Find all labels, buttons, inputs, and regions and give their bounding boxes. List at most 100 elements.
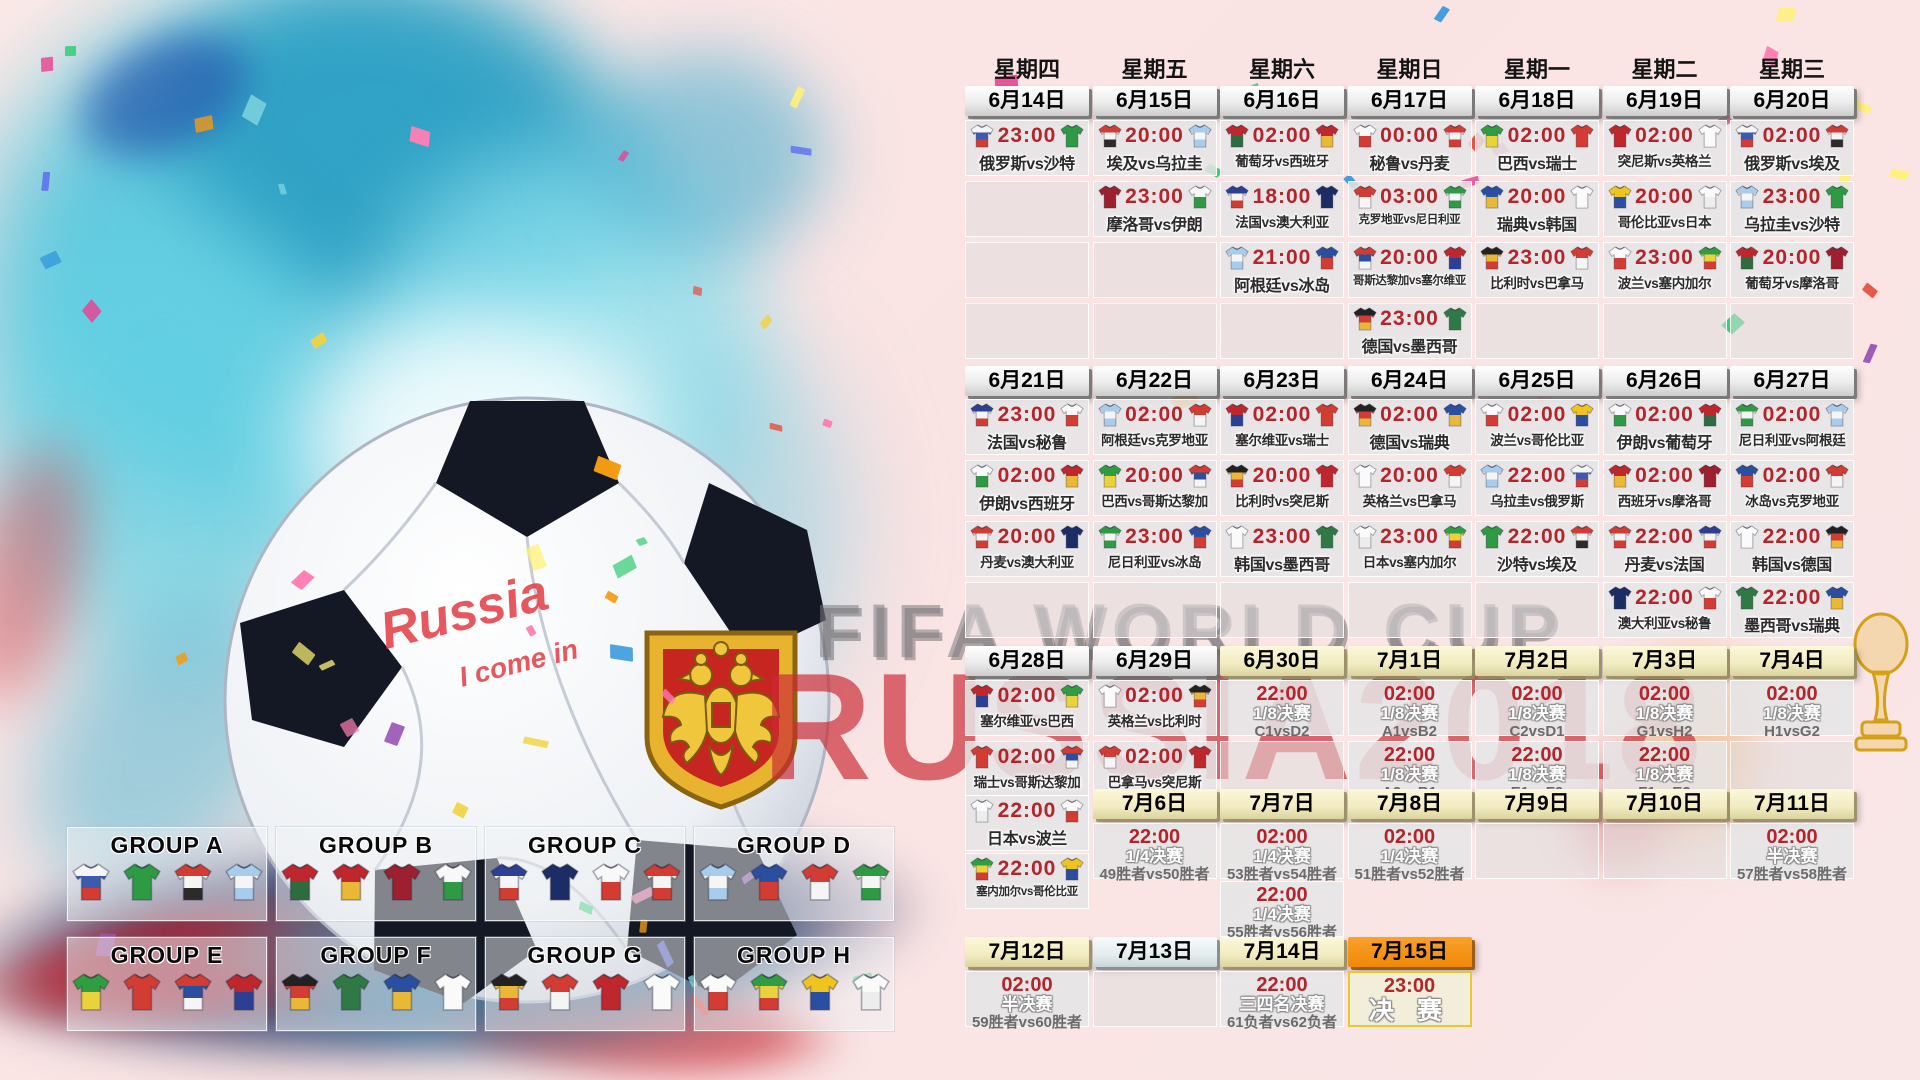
match-cell: 02:00 突尼斯vs英格兰: [1602, 120, 1727, 176]
team-jersey-icon: [1442, 246, 1467, 270]
match-time: 02:00: [1511, 683, 1563, 705]
team-jersey-icon: [970, 799, 994, 823]
knockout-cell: 22:00 1/4决赛 55胜者vs56胜者: [1220, 881, 1344, 940]
match-header: 20:00: [1731, 243, 1853, 271]
knockout-cell: 02:00 1/8决赛 A1vsB2: [1347, 680, 1472, 739]
team-jersey-icon: [1315, 185, 1339, 209]
empty-cell: [1092, 242, 1217, 298]
round-label: 1/8决赛: [1380, 704, 1439, 723]
paint-blob: [560, 30, 850, 280]
match-header: 02:00: [1604, 121, 1726, 149]
group-box: GROUP B: [276, 827, 476, 921]
match-time: 22:00: [1128, 826, 1181, 848]
team-jersey-icon: [1735, 246, 1759, 270]
team-jersey-icon: [1480, 185, 1504, 209]
match-cell: 02:00 巴拿马vs突尼斯: [1092, 741, 1217, 797]
group-title: GROUP G: [527, 942, 643, 968]
weekday-label: 星期六: [1248, 57, 1315, 82]
team-jersey-icon: [1570, 464, 1594, 488]
knockout-cell: 22:00 三四名决赛 61负者vs62负者: [1220, 971, 1344, 1030]
round-label: 1/8决赛: [1635, 704, 1694, 723]
match-time: 23:00: [1762, 185, 1822, 208]
match-header: 02:00: [966, 742, 1088, 770]
match-cell: 00:00 秘鲁vs丹麦: [1347, 120, 1472, 176]
team-jersey-icon: [1097, 464, 1122, 488]
team-jersey-icon: [1060, 857, 1084, 881]
date-tile: 7月10日: [1602, 789, 1727, 819]
match-time: 02:00: [1635, 403, 1694, 426]
empty-cell: [1475, 582, 1599, 638]
match-time: 23:00: [1380, 525, 1439, 548]
empty-cell: [1475, 303, 1599, 359]
match-time: 02:00: [1125, 403, 1184, 426]
team-jersey-icon: [1442, 403, 1467, 427]
team-jersey-icon: [1187, 403, 1212, 427]
match-teams: 塞尔维亚vs巴西: [980, 714, 1074, 729]
group-jerseys: [277, 861, 475, 903]
empty-cell: [965, 582, 1089, 638]
team-jersey-icon: [1607, 246, 1632, 270]
knockout-pairing: 49胜者vs50胜者: [1099, 865, 1210, 883]
team-jersey-icon: [1315, 124, 1339, 148]
match-teams: 塞尔维亚vs瑞士: [1235, 433, 1329, 448]
team-jersey-icon: [1060, 684, 1084, 708]
match-cell: 02:00 波兰vs哥伦比亚: [1475, 399, 1599, 455]
match-cell: 02:00 瑞士vs哥斯达黎加: [965, 741, 1089, 797]
team-jersey-icon: [1187, 185, 1212, 209]
match-header: 02:00: [1094, 400, 1216, 428]
match-teams: 法国vs秘鲁: [987, 435, 1067, 452]
team-jersey-icon: [642, 863, 681, 901]
match-header: 02:00: [1604, 400, 1726, 428]
team-jersey-icon: [1097, 124, 1122, 148]
round-label: 1/4决赛: [1253, 905, 1311, 924]
team-jersey-icon: [1825, 403, 1849, 427]
match-header: 02:00: [1731, 461, 1853, 489]
team-jersey-icon: [1442, 307, 1467, 331]
team-jersey-icon: [1097, 684, 1122, 708]
match-header: 23:00: [1221, 522, 1343, 550]
match-teams: 波兰vs塞内加尔: [1617, 276, 1712, 291]
group-jerseys: [486, 861, 684, 903]
team-jersey-icon: [433, 973, 472, 1011]
match-header: 22:00: [966, 796, 1088, 824]
knockout-pairing: 57胜者vs58胜者: [1736, 865, 1848, 883]
team-jersey-icon: [851, 863, 890, 901]
match-time: 00:00: [1380, 124, 1439, 147]
match-teams: 伊朗vs西班牙: [979, 496, 1075, 513]
round-label: 1/4决赛: [1253, 847, 1311, 866]
team-jersey-icon: [1097, 185, 1122, 209]
match-header: 23:00: [1604, 243, 1726, 271]
group-jerseys: [486, 971, 684, 1013]
weekday-label: 星期一: [1503, 57, 1570, 82]
match-header: 23:00: [1731, 182, 1853, 210]
team-jersey-icon: [1352, 124, 1377, 148]
date-tile: 6月16日: [1220, 86, 1344, 116]
group-title: GROUP D: [737, 832, 851, 858]
match-cell: 20:00 比利时vs突尼斯: [1220, 460, 1344, 516]
match-header: 02:00: [1731, 400, 1853, 428]
match-time: 02:00: [1125, 745, 1184, 768]
match-header: 21:00: [1221, 243, 1343, 271]
team-jersey-icon: [1060, 525, 1084, 549]
match-time: 23:00: [1507, 246, 1567, 269]
team-jersey-icon: [1442, 525, 1467, 549]
match-header: 20:00: [1604, 182, 1726, 210]
final-label: 决 赛: [1369, 997, 1450, 1025]
team-jersey-icon: [591, 973, 630, 1011]
match-header: 22:00: [966, 854, 1088, 882]
match-teams: 法国vs澳大利亚: [1235, 215, 1329, 230]
team-jersey-icon: [1352, 403, 1377, 427]
match-time: 20:00: [1762, 246, 1822, 269]
match-cell: 02:00 伊朗vs葡萄牙: [1602, 399, 1727, 455]
knockout-cell: 02:00 1/8决赛 H1vsG2: [1730, 680, 1854, 739]
match-time: 20:00: [1125, 464, 1184, 487]
match-cell: 20:00 埃及vs乌拉圭: [1092, 120, 1217, 176]
team-jersey-icon: [122, 863, 161, 901]
date-tile: 7月7日: [1220, 789, 1344, 819]
match-time: 02:00: [1507, 124, 1567, 147]
match-teams: 韩国vs德国: [1752, 557, 1832, 574]
match-time: 22:00: [1383, 744, 1436, 766]
match-cell: 02:00 俄罗斯vs埃及: [1730, 120, 1854, 176]
weekday-label: 星期日: [1376, 57, 1443, 82]
match-time: 20:00: [1252, 464, 1312, 487]
